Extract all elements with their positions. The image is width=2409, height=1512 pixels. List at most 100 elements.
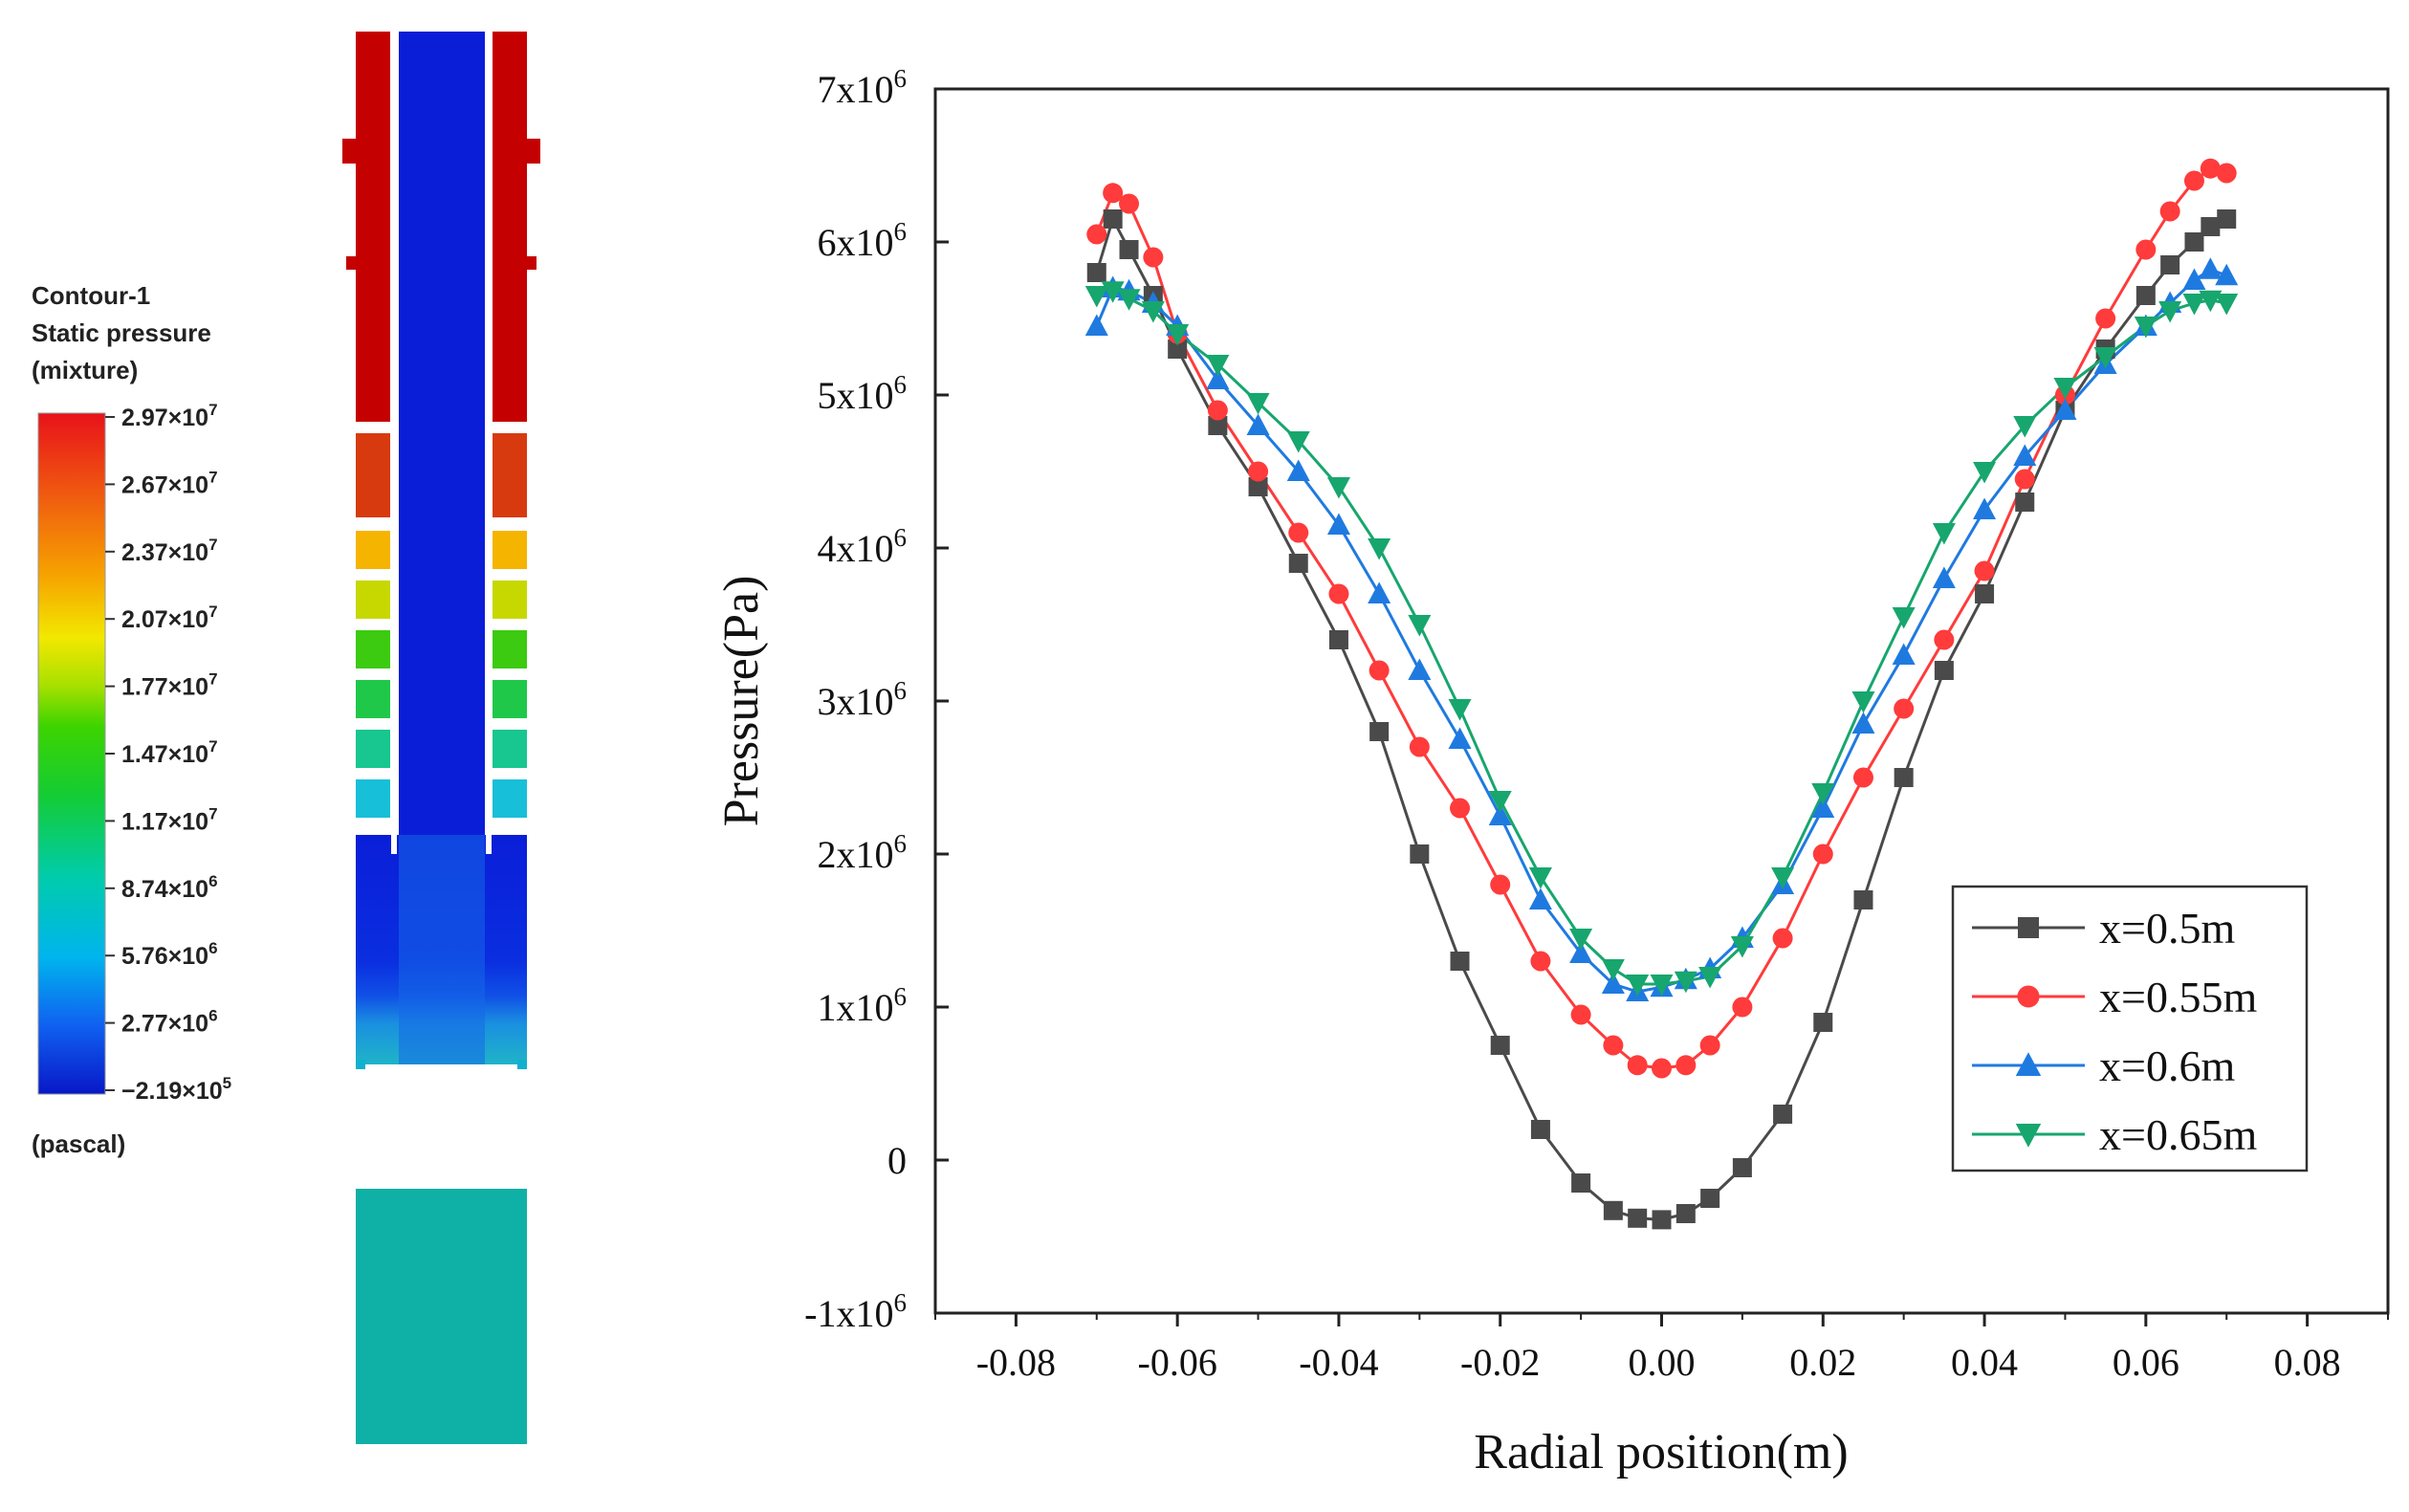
data-point [2182, 268, 2206, 290]
data-point [1771, 867, 1795, 889]
y-tick-label: 6x106 [818, 217, 908, 264]
legend-marker [2017, 985, 2040, 1008]
colormap-title-3: (mixture) [32, 356, 138, 384]
data-point [1699, 1035, 1720, 1056]
y-tick-label: 5x106 [818, 370, 908, 417]
data-point [1569, 941, 1593, 963]
data-point [2183, 170, 2204, 191]
data-point [1408, 658, 1432, 680]
flange-left-2 [346, 256, 358, 270]
data-point [1626, 975, 1650, 997]
data-point [1730, 936, 1754, 958]
data-point [2053, 398, 2077, 420]
legend-label: x=0.65m [2099, 1110, 2257, 1159]
data-point [1288, 554, 1308, 573]
data-point [1852, 767, 1873, 788]
outer-wall-right-upper [493, 32, 527, 422]
data-point [2217, 209, 2237, 229]
data-point [1208, 416, 1228, 435]
colormap-unit: (pascal) [32, 1129, 125, 1158]
data-point [1811, 783, 1835, 805]
data-point [1700, 1189, 1720, 1208]
data-point [1973, 497, 1997, 519]
series-markers [1084, 158, 2239, 1230]
data-point [1086, 263, 1106, 282]
wall-block-right [493, 730, 527, 768]
data-point [1853, 890, 1873, 909]
wall-block-left [356, 779, 390, 818]
data-point [1528, 887, 1552, 909]
legend-marker [2018, 917, 2039, 938]
x-tick-label: -0.02 [1460, 1341, 1540, 1384]
pressure-line-chart: -1x106 0 1x106 2x106 3x106 4x106 5x106 6x106 7x1… [714, 64, 2390, 1479]
lower-block [356, 1189, 527, 1444]
data-point [1207, 400, 1228, 421]
y-tick-label: 0 [887, 1139, 907, 1182]
data-point [1892, 607, 1916, 629]
series-points-x=0.55m [1086, 158, 2237, 1079]
colormap-tick-label: 8.74×106 [121, 872, 218, 903]
data-point [2093, 347, 2117, 369]
data-point [1141, 301, 1165, 323]
legend-marker [2015, 1052, 2042, 1076]
data-point [1368, 538, 1391, 560]
data-point [2199, 290, 2223, 313]
data-point [1117, 289, 1141, 311]
colormap-tick-label: 2.37×107 [121, 536, 218, 566]
data-point [1246, 413, 1270, 435]
wall-block-left [356, 730, 390, 768]
data-point [1143, 247, 1164, 268]
data-point [1368, 581, 1391, 603]
flange-left-1 [342, 139, 358, 164]
data-point [1732, 997, 1753, 1018]
data-point [1675, 1055, 1697, 1076]
data-point [1410, 844, 1430, 864]
data-point [1932, 523, 1956, 545]
data-point [1119, 193, 1140, 214]
data-point [1851, 712, 1875, 734]
colormap-legend: Contour-1 Static pressure (mixture) 2.97… [32, 281, 231, 1158]
x-tick-label: -0.04 [1299, 1341, 1378, 1384]
data-point [1286, 431, 1310, 453]
data-point [2095, 308, 2116, 329]
data-point [2134, 317, 2157, 339]
wall-block-right [493, 630, 527, 668]
x-tick-label: 0.00 [1629, 1341, 1696, 1384]
data-point [2159, 201, 2180, 222]
data-point [1490, 874, 1511, 895]
data-point [1773, 1105, 1793, 1124]
data-point [1530, 1120, 1550, 1139]
data-point [1103, 209, 1123, 229]
y-tick-label: -1x106 [804, 1288, 907, 1335]
data-point [1851, 691, 1875, 713]
x-tick-label: 0.04 [1951, 1341, 2018, 1384]
data-point [1488, 803, 1512, 825]
data-point [1084, 286, 1108, 308]
data-point [1490, 1036, 1510, 1055]
data-point [1369, 722, 1390, 741]
data-point [1894, 698, 1915, 719]
y-axis: -1x106 0 1x106 2x106 3x106 4x106 5x106 6x106 7x1… [804, 64, 949, 1335]
data-point [1675, 1204, 1696, 1223]
legend-label: x=0.6m [2099, 1041, 2235, 1090]
x-tick-label: 0.06 [2113, 1341, 2179, 1384]
wall-block-right [493, 433, 527, 517]
data-point [1119, 240, 1139, 259]
data-point [2201, 217, 2221, 236]
colormap-tick-label: 2.97×107 [121, 401, 218, 431]
data-point [1772, 928, 1793, 949]
data-point [1628, 1208, 1648, 1228]
data-point [1409, 736, 1430, 757]
colormap-tick-label: 2.77×106 [121, 1007, 218, 1038]
wall-block-left [356, 433, 390, 517]
data-point [2015, 493, 2035, 512]
data-point [1570, 1004, 1591, 1025]
wall-block-left [356, 630, 390, 668]
data-point [1894, 768, 1914, 787]
data-point [1286, 459, 1310, 481]
data-point [1448, 727, 1472, 749]
data-point [1813, 1013, 1833, 1032]
y-tick-label: 3x106 [818, 676, 908, 723]
outer-wall-left-upper [356, 32, 390, 422]
